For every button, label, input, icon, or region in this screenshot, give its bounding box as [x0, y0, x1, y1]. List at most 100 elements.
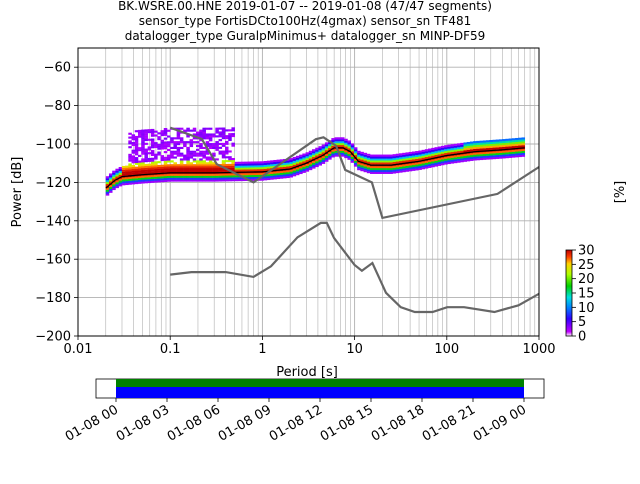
- histogram-cell: [486, 157, 490, 160]
- histogram-cell: [186, 179, 190, 182]
- histogram-cell: [392, 167, 397, 170]
- histogram-cell: [150, 178, 155, 181]
- histogram-cell: [166, 177, 171, 180]
- time-tick-label: 01-08 03: [114, 402, 172, 444]
- histogram-cell: [192, 173, 197, 176]
- histogram-cell: [176, 154, 181, 157]
- histogram-cell: [263, 178, 268, 181]
- histogram-cell: [473, 152, 477, 155]
- histogram-cell: [218, 179, 223, 182]
- histogram-cell: [250, 161, 255, 164]
- histogram-cell: [360, 159, 364, 162]
- histogram-cell: [334, 137, 339, 140]
- histogram-cell: [486, 151, 490, 154]
- histogram-cell: [170, 175, 174, 178]
- histogram-cell: [173, 175, 177, 178]
- histogram-cell: [360, 169, 364, 172]
- histogram-cell: [163, 151, 168, 154]
- histogram-cell: [176, 150, 181, 153]
- histogram-cell: [447, 152, 451, 155]
- histogram-cell: [392, 156, 397, 159]
- histogram-cell: [166, 173, 171, 176]
- histogram-cell: [128, 182, 132, 185]
- histogram-cell: [482, 148, 487, 151]
- histogram-cell: [176, 179, 181, 182]
- histogram-cell: [466, 155, 471, 158]
- histogram-cell: [137, 168, 142, 171]
- histogram-cell: [450, 159, 455, 162]
- histogram-cell: [486, 145, 490, 149]
- histogram-cell: [137, 162, 142, 165]
- histogram-cell: [137, 177, 142, 180]
- histogram-cell: [215, 173, 219, 176]
- histogram-cell: [418, 152, 422, 155]
- histogram-cell: [218, 169, 223, 172]
- histogram-cell: [492, 139, 497, 142]
- histogram-cell: [173, 144, 177, 148]
- histogram-cell: [150, 171, 155, 174]
- histogram-cell: [125, 173, 129, 176]
- histogram-cell: [463, 157, 467, 160]
- x-tick-label: 0.01: [64, 342, 93, 357]
- histogram-cell: [173, 146, 177, 149]
- histogram-cell: [141, 167, 145, 171]
- histogram-cell: [208, 169, 213, 173]
- histogram-cell: [492, 147, 497, 150]
- histogram-cell: [215, 158, 219, 161]
- histogram-cell: [137, 149, 142, 152]
- histogram-cell: [105, 187, 110, 190]
- histogram-cell: [318, 153, 322, 156]
- histogram-cell: [118, 168, 123, 172]
- histogram-cell: [131, 136, 136, 139]
- histogram-cell: [141, 143, 145, 146]
- histogram-cell: [157, 166, 161, 169]
- histogram-cell: [479, 148, 484, 151]
- histogram-cell: [447, 144, 451, 147]
- histogram-cell: [208, 127, 213, 130]
- histogram-cell: [144, 158, 148, 161]
- histogram-cell: [186, 164, 190, 167]
- histogram-cell: [344, 144, 348, 147]
- histogram-cell: [218, 175, 223, 178]
- histogram-cell: [157, 168, 161, 171]
- histogram-cell: [495, 143, 500, 146]
- histogram-cell: [411, 155, 416, 158]
- histogram-cell: [160, 134, 165, 137]
- histogram-cell: [176, 135, 181, 138]
- histogram-cell: [379, 171, 384, 174]
- histogram-cell: [192, 137, 197, 140]
- histogram-cell: [331, 138, 335, 141]
- histogram-cell: [144, 137, 148, 140]
- histogram-cell: [157, 176, 161, 179]
- histogram-cell: [115, 172, 119, 175]
- histogram-cell: [131, 155, 136, 158]
- histogram-cell: [418, 162, 422, 165]
- histogram-cell: [199, 177, 203, 180]
- histogram-cell: [173, 177, 177, 180]
- histogram-cell: [183, 169, 187, 173]
- histogram-cell: [154, 176, 158, 179]
- histogram-cell: [350, 158, 355, 161]
- histogram-cell: [137, 170, 142, 173]
- colorbar-tick-label: 5: [578, 315, 586, 330]
- histogram-cell: [270, 173, 274, 176]
- histogram-cell: [334, 150, 339, 153]
- histogram-cell: [466, 153, 471, 156]
- histogram-cell: [495, 139, 500, 142]
- histogram-cell: [202, 154, 206, 157]
- histogram-cell: [444, 145, 448, 148]
- histogram-cell: [131, 138, 136, 141]
- histogram-cell: [195, 173, 200, 176]
- histogram-cell: [147, 152, 152, 155]
- histogram-cell: [273, 171, 277, 174]
- histogram-cell: [489, 145, 493, 148]
- histogram-cell: [270, 171, 274, 174]
- histogram-cell: [205, 127, 210, 130]
- histogram-cell: [134, 141, 139, 144]
- histogram-cell: [286, 166, 290, 169]
- histogram-cell: [141, 129, 145, 132]
- histogram-cell: [234, 175, 239, 178]
- histogram-cell: [215, 179, 219, 182]
- histogram-cell: [286, 170, 290, 173]
